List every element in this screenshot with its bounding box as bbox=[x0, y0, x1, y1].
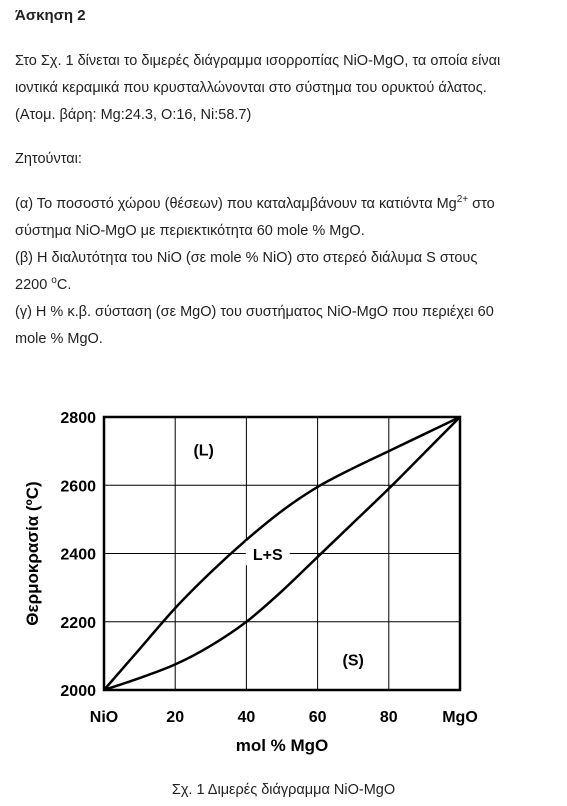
question-b-temp: 2200 bbox=[15, 277, 52, 293]
region-label: L+S bbox=[253, 547, 283, 564]
question-a-line2: σύστημα NiO-MgO με περιεκτικότητα 60 mol… bbox=[15, 223, 365, 239]
question-c-line2: mole % MgO. bbox=[15, 331, 103, 347]
question-b-line1: (β) Η διαλυτότητα του NiO (σε mole % NiO… bbox=[15, 250, 478, 266]
exercise-title: Άσκηση 2 bbox=[15, 7, 86, 24]
x-tick-label: 20 bbox=[166, 709, 184, 726]
phase-boundary-line bbox=[103, 416, 461, 692]
intro-paragraph: Στο Σχ. 1 δίνεται το διμερές διάγραμμα ι… bbox=[15, 48, 560, 129]
question-b-unit: C. bbox=[56, 277, 72, 293]
x-tick-label: 60 bbox=[309, 709, 327, 726]
question-b-line2: 2200 oC. bbox=[15, 272, 560, 299]
x-tick-label: 80 bbox=[380, 709, 398, 726]
x-tick-label: 40 bbox=[238, 709, 256, 726]
x-axis-label: mol % MgO bbox=[236, 736, 329, 755]
question-a-line1: (α) Το ποσοστό χώρου (θέσεων) που καταλα… bbox=[15, 191, 560, 218]
y-tick-label: 2600 bbox=[60, 478, 96, 495]
region-label: (L) bbox=[193, 442, 213, 459]
chart-curves bbox=[103, 415, 461, 692]
chart-tick-labels: NiO 20 40 60 80 MgO 2000 2200 2400 2600 2800 bbox=[60, 410, 477, 726]
y-tick-label: 2000 bbox=[60, 683, 96, 700]
x-tick-label: MgO bbox=[442, 709, 478, 726]
intro-line: Στο Σχ. 1 δίνεται το διμερές διάγραμμα ι… bbox=[15, 53, 501, 69]
phase-diagram: NiO 20 40 60 80 MgO 2000 2200 2400 2600 2800 (L) L+… bbox=[23, 410, 478, 755]
asked-text: Ζητούνται: bbox=[15, 151, 82, 167]
figure-caption: Σχ. 1 Διμερές διάγραμμα NiO-MgO bbox=[171, 782, 396, 798]
chart-region-labels: (L) L+S (S) bbox=[193, 442, 363, 669]
degree-sup: o bbox=[51, 275, 57, 287]
chart-frame bbox=[102, 415, 462, 692]
phase-boundary-line bbox=[103, 415, 461, 691]
region-label: (S) bbox=[343, 652, 364, 669]
question-a-text: (α) Το ποσοστό χώρου (θέσεων) που καταλα… bbox=[15, 196, 457, 212]
y-axis-label: Θερμοκρασία (ºC) bbox=[23, 481, 42, 625]
questions: (α) Το ποσοστό χώρου (θέσεων) που καταλα… bbox=[15, 191, 560, 353]
question-a-text-end: στο bbox=[468, 196, 495, 212]
intro-line: ιοντικά κεραμικά που κρυσταλλώνονται στο… bbox=[15, 80, 487, 96]
mg-charge-sup: 2+ bbox=[456, 194, 469, 206]
y-tick-label: 2800 bbox=[60, 410, 96, 427]
asked-label: Ζητούνται: bbox=[15, 146, 560, 173]
y-tick-label: 2200 bbox=[60, 615, 96, 632]
y-tick-label: 2400 bbox=[60, 547, 96, 564]
region-label-background bbox=[245, 541, 290, 566]
question-c-line1: (γ) Η % κ.β. σύσταση (σε MgO) του συστήμ… bbox=[15, 304, 494, 320]
intro-line: (Ατομ. βάρη: Mg:24.3, O:16, Ni:58.7) bbox=[15, 107, 252, 123]
x-tick-label: NiO bbox=[90, 709, 118, 726]
